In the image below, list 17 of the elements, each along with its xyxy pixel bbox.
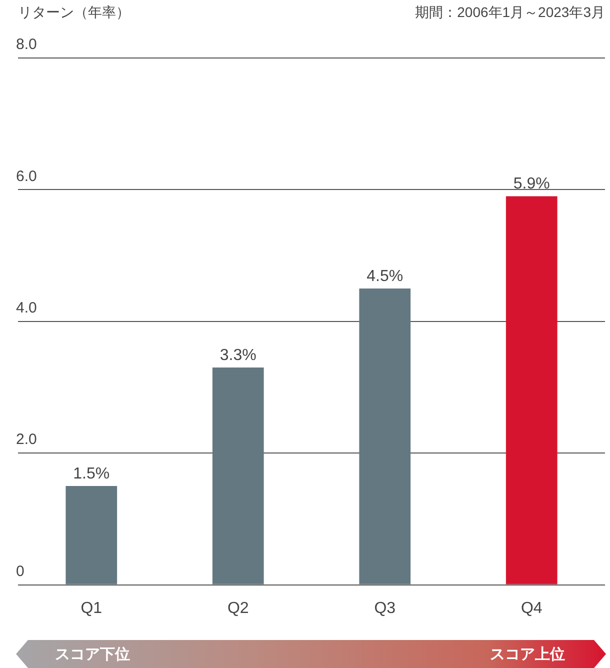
x-tick-label: Q4 — [520, 600, 542, 617]
y-tick-label: 4.0 — [16, 300, 37, 317]
chart-subtitle: 期間：2006年1月～2023年3月 — [415, 4, 605, 22]
y-tick-label: 6.0 — [16, 168, 37, 185]
text: スコア下位 — [55, 645, 130, 664]
data-label: 3.3% — [220, 346, 256, 364]
data-label: 1.5% — [73, 465, 110, 482]
x-tick-label: Q2 — [227, 600, 249, 617]
y-tick-label: 0 — [16, 562, 24, 580]
data-label: 5.9% — [513, 176, 550, 193]
x-tick-label: Q3 — [374, 600, 396, 617]
y-tick-label: 2.0 — [16, 431, 37, 448]
y-axis-title: リターン（年率） — [18, 4, 130, 22]
data-label: 4.5% — [366, 268, 404, 285]
y-tick-label: 8.0 — [16, 36, 37, 54]
text: スコア上位 — [490, 645, 565, 664]
x-tick-label: Q1 — [80, 600, 102, 617]
